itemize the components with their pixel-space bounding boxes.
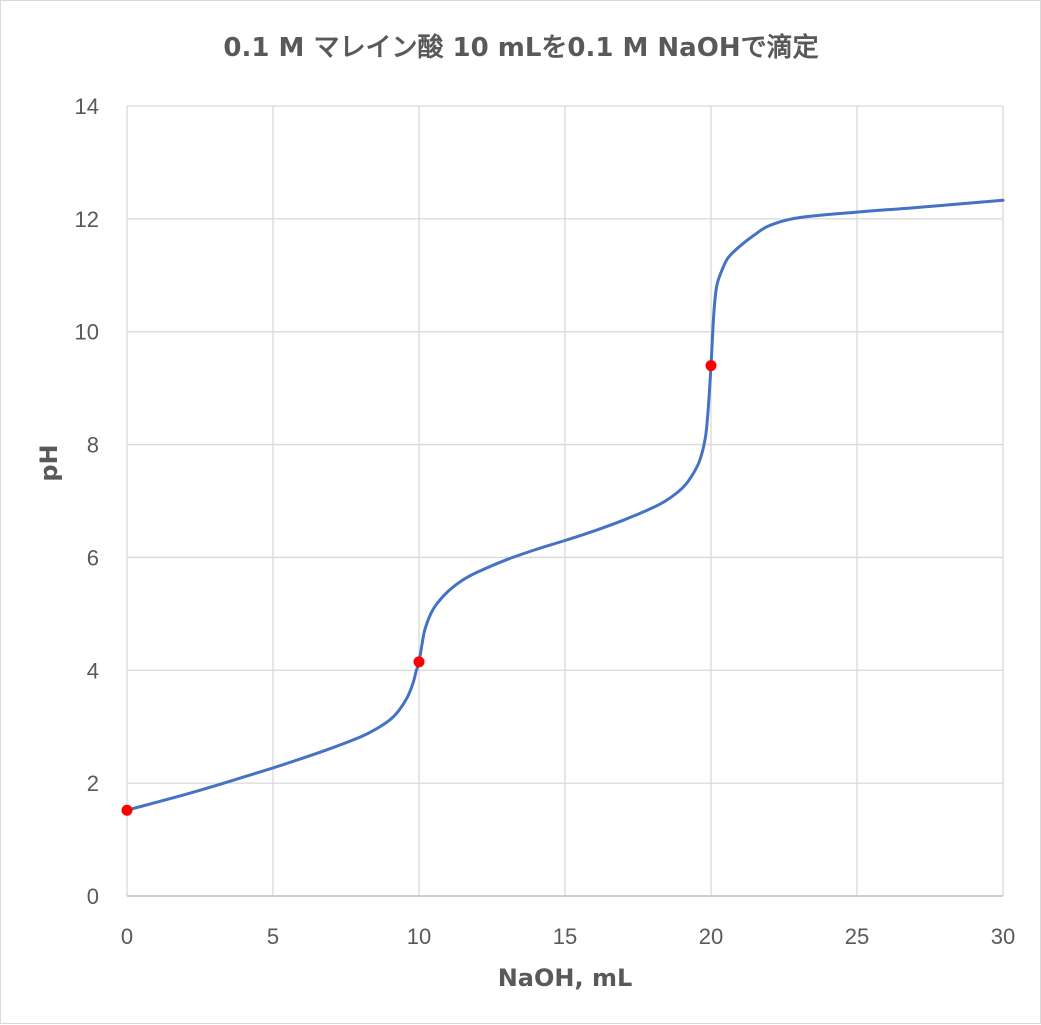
chart-title: 0.1 M マレイン酸 10 mLを0.1 M NaOHで滴定 bbox=[223, 32, 818, 63]
x-tick-label: 0 bbox=[121, 924, 133, 949]
x-tick-label: 5 bbox=[267, 924, 279, 949]
x-axis-label: NaOH, mL bbox=[498, 964, 633, 992]
data-point-marker bbox=[413, 656, 425, 668]
equivalence-points bbox=[121, 360, 717, 816]
tick-labels: 0 5 10 15 20 25 30 0 2 4 6 8 10 12 14 bbox=[75, 94, 1016, 949]
data-point-marker bbox=[705, 360, 717, 372]
y-tick-label: 14 bbox=[75, 94, 99, 119]
data-point-marker bbox=[121, 804, 133, 816]
x-tick-label: 15 bbox=[553, 924, 577, 949]
x-tick-label: 20 bbox=[699, 924, 723, 949]
y-tick-label: 2 bbox=[87, 771, 99, 796]
x-tick-label: 25 bbox=[845, 924, 869, 949]
y-tick-label: 12 bbox=[75, 207, 99, 232]
x-tick-label: 30 bbox=[991, 924, 1015, 949]
y-tick-label: 10 bbox=[75, 320, 99, 345]
y-tick-label: 6 bbox=[87, 545, 99, 570]
x-tick-label: 10 bbox=[407, 924, 431, 949]
y-tick-label: 8 bbox=[87, 433, 99, 458]
titration-curve bbox=[125, 198, 1005, 812]
y-tick-label: 4 bbox=[87, 658, 99, 683]
y-axis-label: pH bbox=[35, 444, 63, 481]
y-tick-label: 0 bbox=[87, 884, 99, 909]
grid-layer bbox=[126, 105, 1004, 897]
